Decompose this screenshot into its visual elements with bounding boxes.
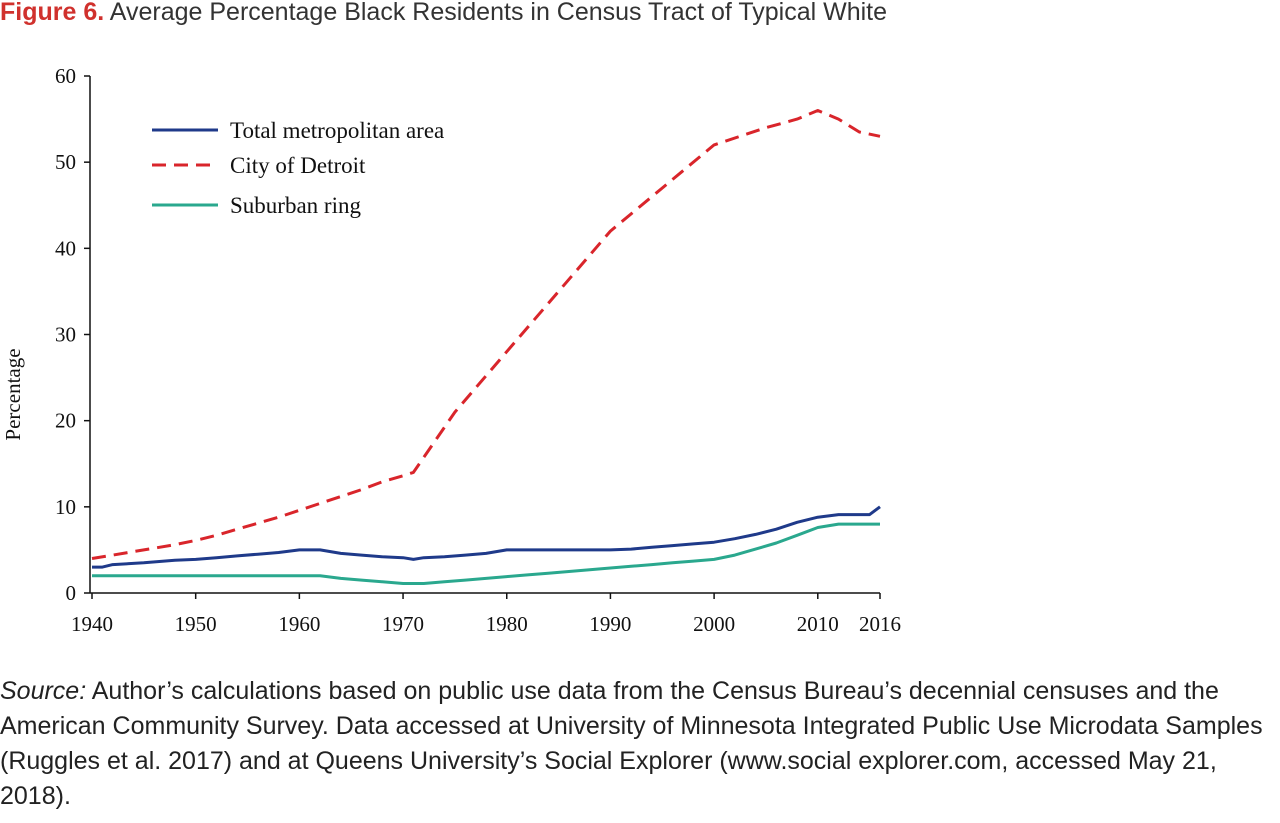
y-tick-label: 40 <box>55 236 76 260</box>
series-line-2 <box>92 522 880 585</box>
figure-title-text: Average Percentage Black Residents in Ce… <box>109 0 888 26</box>
source-text: Author’s calculations based on public us… <box>0 677 1263 810</box>
x-tick-label: 1990 <box>589 612 631 636</box>
y-tick-label: 50 <box>55 150 76 174</box>
y-tick-label: 60 <box>55 64 76 88</box>
x-tick-label: 2016 <box>859 612 901 636</box>
y-tick-label: 20 <box>55 409 76 433</box>
x-tick-label: 2000 <box>693 612 735 636</box>
series-line-0 <box>92 505 881 569</box>
x-tick-label: 1950 <box>175 612 217 636</box>
series-line-1 <box>91 109 881 560</box>
chart-legend: Total metropolitan area City of Detroit S… <box>152 118 444 218</box>
x-tick-label: 1960 <box>278 612 320 636</box>
legend-label-1: City of Detroit <box>230 153 366 178</box>
source-note: Source: Author’s calculations based on p… <box>0 674 1280 814</box>
y-tick-label: 10 <box>55 495 76 519</box>
y-axis-label: Percentage <box>1 348 25 440</box>
figure-title: Figure 6. Average Percentage Black Resid… <box>0 0 887 27</box>
line-chart: 0 10 20 30 40 50 60 1940 1950 1960 1970 1980 1990 200… <box>1 64 901 636</box>
x-tick-label: 2010 <box>797 612 839 636</box>
x-tick-label: 1940 <box>71 612 113 636</box>
x-tick-label: 1970 <box>382 612 424 636</box>
plot-area <box>91 109 881 585</box>
y-tick-label: 0 <box>66 581 77 605</box>
chart-axes: 0 10 20 30 40 50 60 1940 1950 1960 1970 1980 1990 200… <box>1 64 901 636</box>
source-label: Source: <box>0 677 87 705</box>
legend-label-0: Total metropolitan area <box>230 118 444 143</box>
x-tick-label: 1980 <box>486 612 528 636</box>
legend-label-2: Suburban ring <box>230 193 361 218</box>
y-tick-label: 30 <box>55 323 76 347</box>
figure-number: Figure 6. <box>0 0 105 26</box>
